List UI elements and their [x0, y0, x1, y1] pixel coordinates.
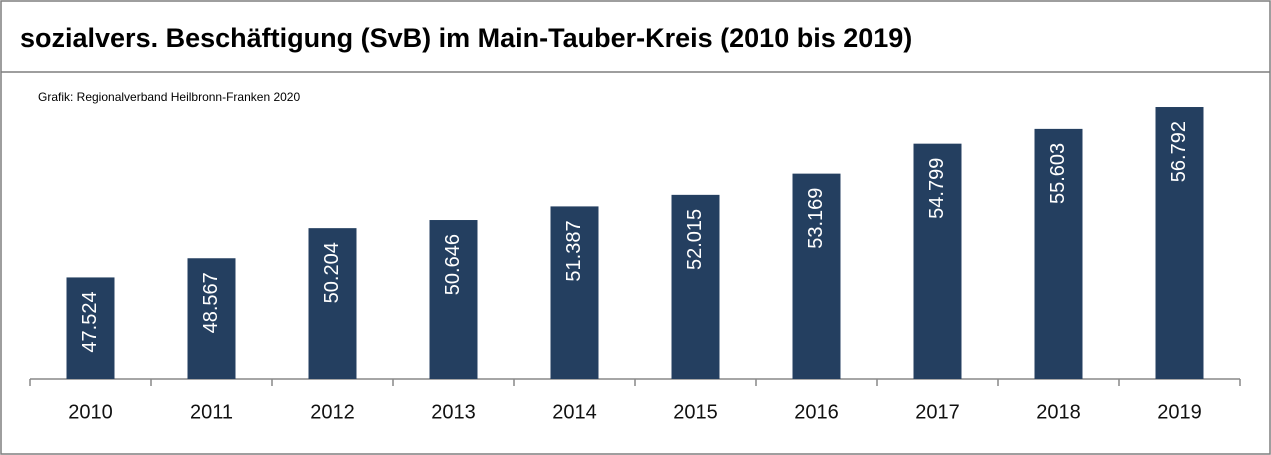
- bar: [66, 277, 115, 379]
- x-tick-label: 2012: [310, 401, 355, 423]
- value-label: 56.792: [1168, 121, 1190, 182]
- value-label: 54.799: [926, 158, 948, 219]
- bar: [308, 228, 357, 379]
- bar: [792, 173, 841, 379]
- x-tick-label: 2016: [794, 401, 839, 423]
- value-label: 48.567: [200, 272, 222, 333]
- x-tick-label: 2013: [431, 401, 476, 423]
- value-label: 55.603: [1047, 143, 1069, 204]
- bar: [550, 206, 599, 379]
- x-tick-label: 2017: [915, 401, 960, 423]
- x-tick-label: 2010: [68, 401, 113, 423]
- bar: [429, 220, 478, 379]
- bar: [671, 194, 720, 379]
- bar: [913, 143, 962, 379]
- bar: [1034, 128, 1083, 379]
- bar: [1155, 107, 1204, 379]
- x-tick-label: 2015: [673, 401, 718, 423]
- value-label: 47.524: [79, 291, 101, 352]
- x-tick-label: 2014: [552, 401, 597, 423]
- x-tick-label: 2019: [1157, 401, 1202, 423]
- value-label: 50.204: [321, 242, 343, 303]
- bar: [187, 258, 236, 379]
- value-label: 52.015: [684, 209, 706, 270]
- x-tick-label: 2018: [1036, 401, 1081, 423]
- value-label: 53.169: [805, 188, 827, 249]
- chart-title: sozialvers. Beschäftigung (SvB) im Main-…: [20, 23, 912, 53]
- x-tick-label: 2011: [190, 401, 233, 423]
- value-label: 50.646: [442, 234, 464, 295]
- chart-subtitle: Grafik: Regionalverband Heilbronn-Franke…: [38, 90, 300, 104]
- value-label: 51.387: [563, 220, 585, 281]
